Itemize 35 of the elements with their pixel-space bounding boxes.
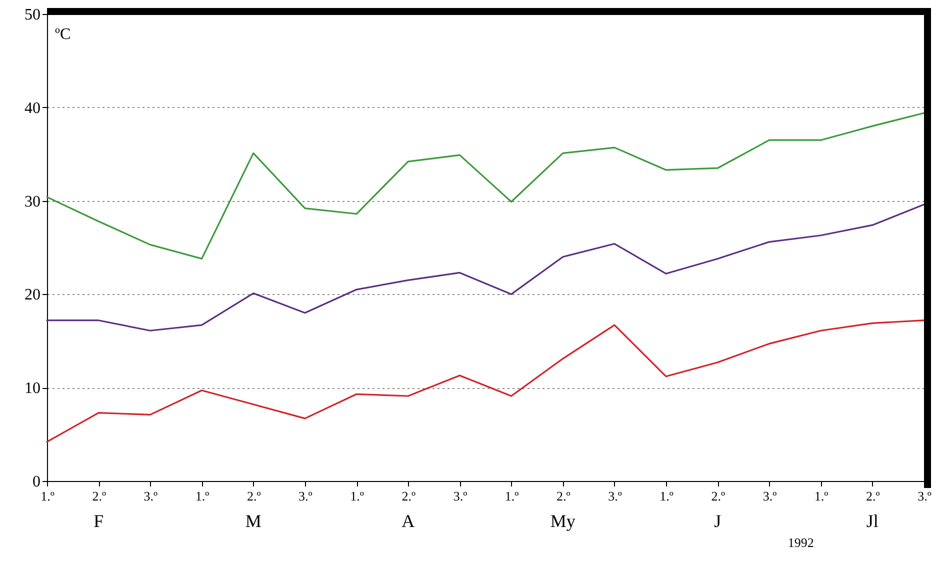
y-axis-title: ºC xyxy=(55,26,71,43)
x-tick-label: 3.º xyxy=(453,488,468,504)
y-tick-label: 30 xyxy=(24,193,40,210)
text: A xyxy=(402,511,415,531)
text: My xyxy=(550,511,576,531)
x-tick-label: 2.º xyxy=(402,488,416,504)
x-tick-label: 3.º xyxy=(298,488,312,504)
y-tick-label: 0 xyxy=(32,474,40,490)
text: M xyxy=(245,511,262,531)
x-tick-label: 3.º xyxy=(918,488,932,504)
x-tick-label: 2.º xyxy=(711,488,726,504)
x-tick-label: 3.º xyxy=(144,488,158,504)
x-tick-label: 1.º xyxy=(350,488,364,504)
text: 1992 xyxy=(788,535,814,550)
x-tick-label: 2.º xyxy=(92,488,106,504)
y-tick-label: 50 xyxy=(24,6,40,24)
x-tick-label: 1.º xyxy=(660,488,674,504)
x-tick-label: 2.º xyxy=(246,488,261,504)
x-tick-label: 1.º xyxy=(40,488,54,504)
x-tick-label: 1.º xyxy=(814,488,828,504)
x-tick-label: 1.º xyxy=(195,488,210,504)
text: J xyxy=(714,511,722,531)
y-tick-label: 20 xyxy=(24,286,40,304)
x-tick-label: 2.º xyxy=(866,488,880,504)
x-tick-label: 3.º xyxy=(762,488,777,504)
line-series xyxy=(46,204,925,332)
x-tick-label: 1.º xyxy=(504,488,519,504)
line-series xyxy=(46,112,925,260)
line-series xyxy=(46,320,925,443)
x-tick-label: 2.º xyxy=(556,488,570,504)
text: F xyxy=(94,511,104,531)
y-tick-label: 10 xyxy=(24,380,40,398)
text: Jl xyxy=(866,511,878,531)
y-tick-label: 40 xyxy=(24,100,40,117)
x-tick-label: 3.º xyxy=(608,488,622,504)
